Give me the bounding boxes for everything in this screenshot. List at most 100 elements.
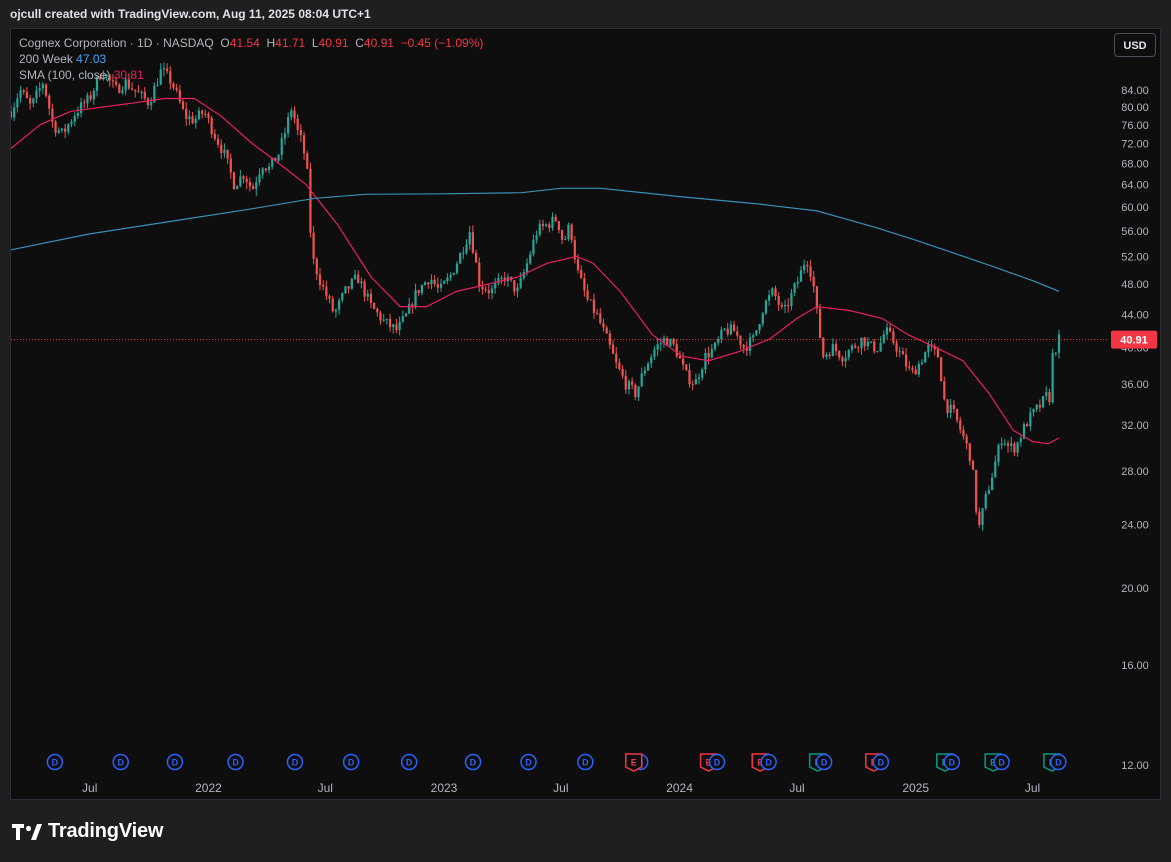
candle-body <box>322 284 325 287</box>
candle-body <box>478 262 481 287</box>
price-axis-label: 72.00 <box>1121 139 1149 151</box>
candle-body <box>583 278 586 291</box>
candle-body <box>64 128 67 132</box>
candle-body <box>662 338 666 344</box>
candle-body <box>554 216 557 222</box>
dividend-marker-label: D <box>765 758 772 768</box>
time-axis-label: Jul <box>318 781 333 795</box>
candle-body <box>787 304 790 307</box>
candle-body <box>271 157 274 167</box>
candle-body <box>60 128 64 131</box>
candle-body <box>334 309 338 312</box>
candle-body <box>92 90 95 100</box>
candle-body <box>627 381 631 390</box>
candle-body <box>494 283 497 289</box>
candle-body <box>876 351 879 353</box>
price-axis-label: 48.00 <box>1121 279 1149 291</box>
time-axis-label: 2023 <box>431 781 458 795</box>
candle-body <box>204 113 207 115</box>
candle-body <box>1048 392 1051 403</box>
candle-body <box>548 224 551 228</box>
candle-body <box>245 178 248 183</box>
candle-body <box>640 373 643 387</box>
candle-body <box>723 328 726 330</box>
candle-body <box>841 357 844 362</box>
candle-body <box>885 327 889 335</box>
candle-body <box>299 130 302 136</box>
candle-body <box>229 158 232 173</box>
candle-body <box>150 102 153 106</box>
candle-body <box>940 357 943 382</box>
candle-body <box>280 138 283 155</box>
candle-body <box>51 108 54 122</box>
candle-body <box>646 363 650 371</box>
candle-body <box>866 341 869 347</box>
high-value: 41.71 <box>275 36 306 50</box>
candle-body <box>306 153 309 169</box>
dividend-marker-label: D <box>949 758 956 768</box>
candle-body <box>707 352 710 358</box>
candle-body <box>32 98 35 104</box>
candle-body <box>471 232 474 253</box>
candle-body <box>1054 352 1057 354</box>
candle-body <box>774 288 777 297</box>
dividend-marker <box>46 753 64 771</box>
candle-body <box>809 266 812 277</box>
candle-body <box>57 130 60 133</box>
time-axis-label: 2024 <box>666 781 693 795</box>
tradingview-logo[interactable]: TradingView <box>12 820 163 843</box>
candle-body <box>777 296 780 305</box>
candle-body <box>666 338 669 346</box>
candle-body <box>411 304 414 308</box>
time-axis-label: Jul <box>82 781 97 795</box>
candle-body <box>889 327 892 332</box>
candle-body <box>70 121 73 125</box>
candle-body <box>341 293 344 301</box>
candle-body <box>525 263 529 273</box>
candle-body <box>169 71 172 84</box>
ma-200-week-line <box>11 187 1060 292</box>
candle-body <box>423 282 427 286</box>
candle-body <box>487 290 490 294</box>
candle-body <box>736 331 739 336</box>
candle-body <box>44 84 48 96</box>
candle-body <box>529 254 532 264</box>
chart-frame[interactable]: 12.0016.0020.0024.0028.0032.0036.0040.00… <box>10 28 1161 800</box>
candle-body <box>691 384 694 386</box>
dividend-marker <box>760 753 777 771</box>
candle-body <box>376 308 379 313</box>
candle-body <box>701 369 704 378</box>
candle-body <box>318 274 322 285</box>
candle-body <box>596 312 599 314</box>
candle-body <box>955 408 959 421</box>
candle-body <box>755 330 758 336</box>
candle-body <box>761 313 764 325</box>
candle-body <box>175 87 178 90</box>
candle-body <box>768 295 771 301</box>
candle-body <box>911 367 914 370</box>
price-chart[interactable]: 12.0016.0020.0024.0028.0032.0036.0040.00… <box>11 29 1161 800</box>
candle-body <box>1041 396 1045 408</box>
candle-body <box>347 286 350 289</box>
candle-body <box>752 335 755 338</box>
candle-body <box>857 347 860 349</box>
candle-body <box>545 224 548 226</box>
attribution-bar: ojcull created with TradingView.com, Aug… <box>0 0 1171 28</box>
candle-body <box>156 84 159 86</box>
currency-button[interactable]: USD <box>1114 33 1156 57</box>
legend-sma-row[interactable]: SMA (100, close) 30.81 <box>19 67 483 83</box>
candle-body <box>392 324 395 328</box>
legend-ma200-row[interactable]: 200 Week 47.03 <box>19 51 483 67</box>
legend-symbol[interactable]: Cognex Corporation · 1D · NASDAQ <box>19 36 214 50</box>
ma200-value: 47.03 <box>76 52 107 66</box>
candle-body <box>732 324 736 332</box>
candle-body <box>1029 412 1032 427</box>
candle-body <box>83 102 86 104</box>
candle-body <box>650 357 653 364</box>
candle-body <box>513 280 516 292</box>
dividend-marker-label: D <box>406 758 413 768</box>
candle-body <box>898 351 901 353</box>
candle-body <box>373 302 376 309</box>
candle-body <box>474 252 478 263</box>
price-axis-label: 44.00 <box>1121 309 1149 321</box>
